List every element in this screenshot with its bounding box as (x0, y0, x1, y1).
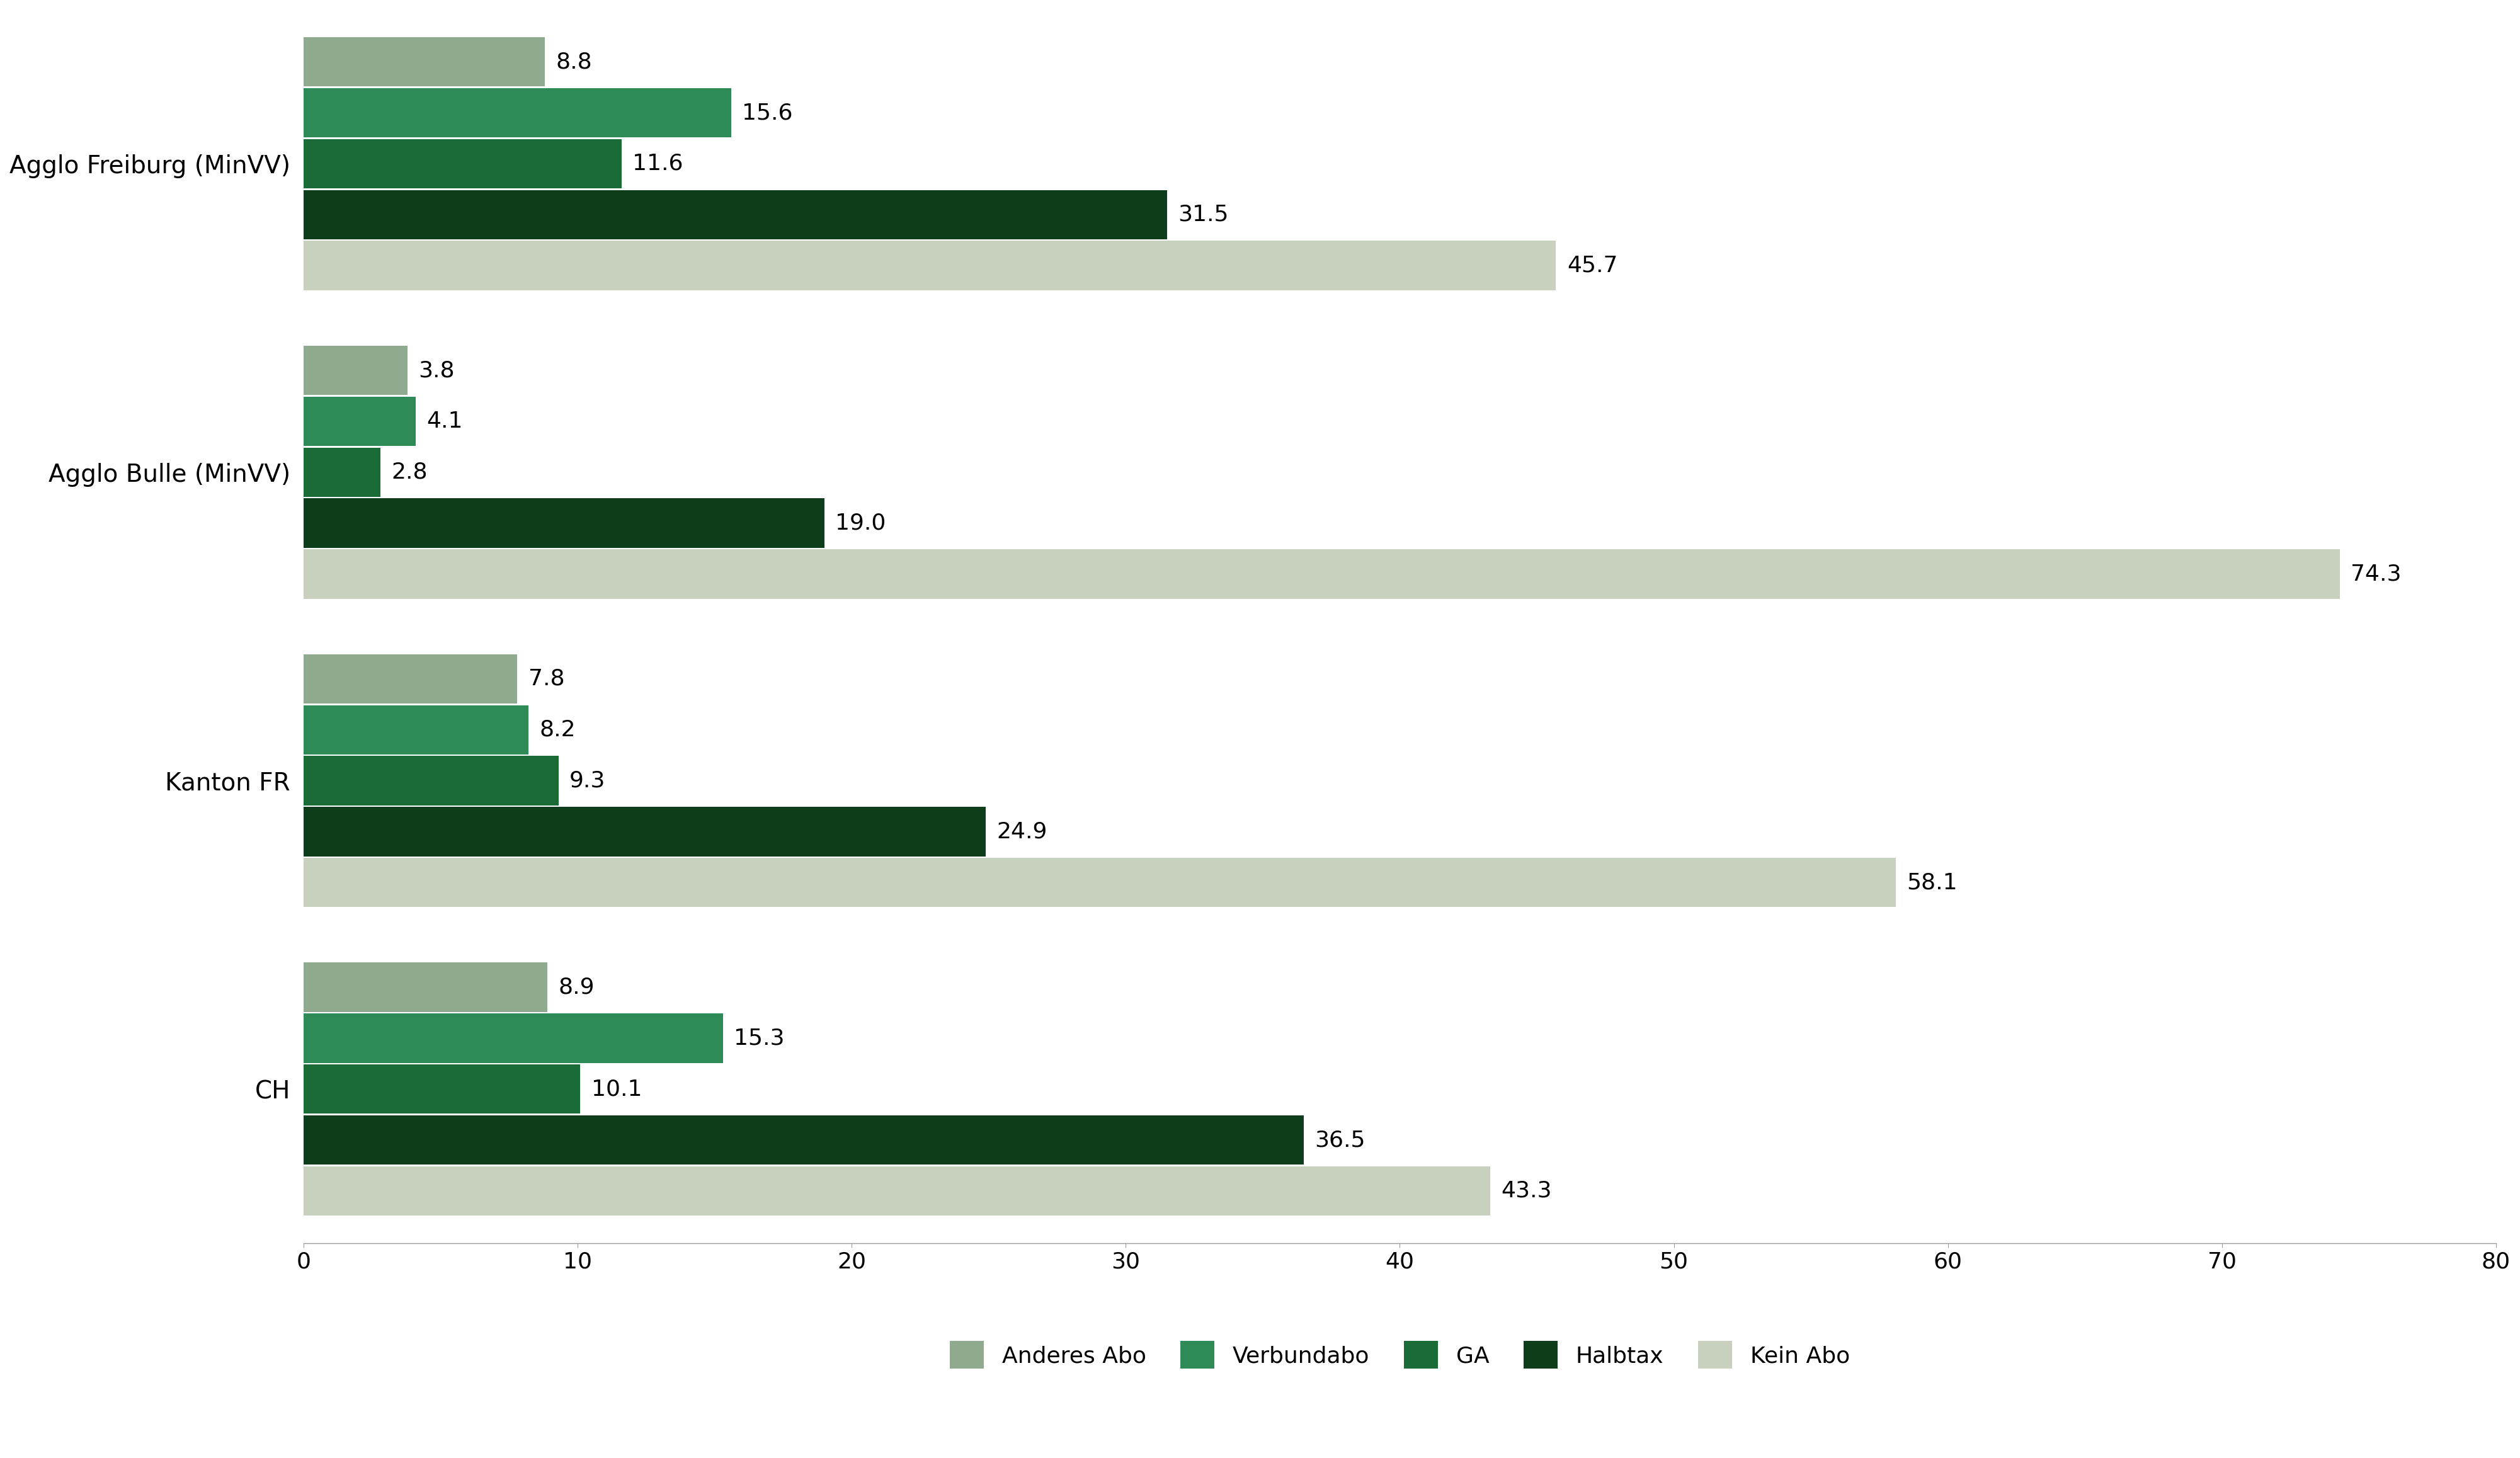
Text: 9.3: 9.3 (570, 770, 605, 792)
Text: 45.7: 45.7 (1567, 255, 1618, 276)
Bar (302, 241, 1555, 290)
Bar (302, 655, 517, 704)
Bar (302, 87, 731, 137)
Legend: Anderes Abo, Verbundabo, GA, Halbtax, Kein Abo: Anderes Abo, Verbundabo, GA, Halbtax, Ke… (950, 1341, 1850, 1369)
Text: 10.1: 10.1 (592, 1079, 643, 1099)
Bar (302, 1166, 1489, 1216)
Text: 15.3: 15.3 (733, 1028, 784, 1048)
Text: 3.8: 3.8 (418, 360, 456, 381)
Text: 2.8: 2.8 (391, 462, 428, 483)
Text: 36.5: 36.5 (1315, 1130, 1366, 1150)
Bar (302, 962, 547, 1012)
Bar (302, 499, 824, 548)
Bar (302, 1064, 580, 1114)
Bar (302, 38, 544, 86)
Bar (302, 397, 416, 446)
Text: 4.1: 4.1 (426, 411, 464, 432)
Bar (302, 346, 408, 395)
Text: 43.3: 43.3 (1502, 1180, 1552, 1201)
Bar (302, 139, 622, 188)
Bar (302, 857, 1895, 907)
Text: 8.8: 8.8 (554, 51, 592, 73)
Text: 24.9: 24.9 (998, 821, 1048, 843)
Bar (302, 755, 559, 805)
Text: 19.0: 19.0 (834, 512, 887, 534)
Text: 8.9: 8.9 (559, 977, 595, 999)
Text: 15.6: 15.6 (741, 102, 794, 124)
Text: 74.3: 74.3 (2351, 563, 2402, 585)
Text: 7.8: 7.8 (529, 668, 564, 690)
Text: 31.5: 31.5 (1177, 204, 1227, 226)
Text: 8.2: 8.2 (539, 719, 575, 741)
Bar (302, 448, 381, 497)
Bar (302, 706, 529, 754)
Bar (302, 1115, 1303, 1165)
Bar (302, 550, 2339, 599)
Bar (302, 190, 1167, 239)
Text: 58.1: 58.1 (1908, 872, 1958, 894)
Bar (302, 806, 985, 856)
Bar (302, 1013, 723, 1063)
Text: 11.6: 11.6 (633, 153, 683, 175)
